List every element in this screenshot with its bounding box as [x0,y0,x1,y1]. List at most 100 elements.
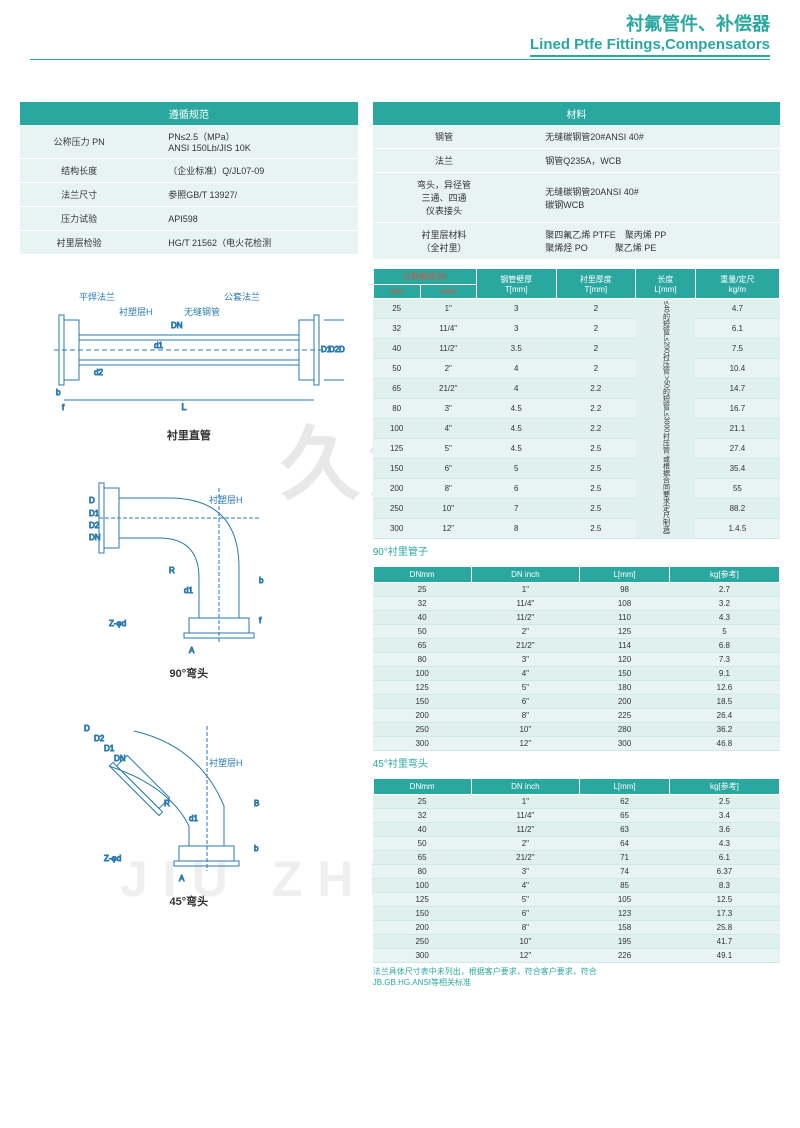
t3-cell: 200 [373,921,471,935]
mat-val: 无缝碳钢管20ANSI 40#碳钢WCB [515,173,780,223]
t1-cell: 10.4 [695,359,779,379]
svg-text:D: D [89,496,95,505]
t3-cell: 65 [580,809,670,823]
t1-cell: 8 [476,519,556,539]
t2-cell: 65 [373,639,471,653]
t3-cell: 300 [373,949,471,963]
t1-cell: 88.2 [695,499,779,519]
t3-cell: 123 [580,907,670,921]
t1-sh: mm [373,285,420,299]
t1-cell: 25 [373,299,420,319]
t1-cell: 2.5 [556,439,636,459]
t2-cell: 6.8 [669,639,779,653]
svg-text:d1: d1 [189,814,198,823]
t3-cell: 62 [580,795,670,809]
t2-cell: 125 [373,681,471,695]
t1-length-note: ≤40的短管L≤200衬压管:>50的短管L≤3000衬压管:或根据合同要求定尺… [636,299,696,539]
svg-text:d2: d2 [94,368,103,377]
t3-cell: 5" [471,893,580,907]
t3-cell: 4.3 [669,837,779,851]
t3-cell: 65 [373,851,471,865]
svg-text:D1: D1 [104,744,115,753]
spec-key: 结构长度 [20,159,138,183]
t3-cell: 8" [471,921,580,935]
diagram-straight-pipe: L D D2 D1 d1 d2 DN b f 平焊法兰 衬塑层H 公套法兰 无缝… [20,270,358,443]
t3-cell: 3.6 [669,823,779,837]
t3-cell: 40 [373,823,471,837]
diagram3-caption: 45°弯头 [20,893,358,909]
diagram1-caption: 衬里直管 [20,427,358,443]
t1-cell: 2.2 [556,399,636,419]
spec-val: API598 [138,207,358,231]
t3-cell: 17.3 [669,907,779,921]
t1-h: 长度L[mm] [636,269,696,299]
t1-cell: 3 [476,319,556,339]
t3-cell: 49.1 [669,949,779,963]
t3-cell: 25 [373,795,471,809]
t1-cell: 1" [420,299,476,319]
svg-text:B: B [254,799,259,808]
spec-val: HG/T 21562（电火花检测 [138,231,358,255]
svg-text:衬塑层H: 衬塑层H [209,494,243,505]
t1-h: 衬里厚度T[mm] [556,269,636,299]
t2-cell: 150 [580,667,670,681]
svg-text:DN: DN [171,321,183,330]
t1-cell: 4.5 [476,439,556,459]
t1-cell: 1.4.5 [695,519,779,539]
t3-cell: 63 [580,823,670,837]
t3-h: DNmm [373,779,471,795]
elbow90-svg: D D1 D2 DN R d1 b f Z-φd A 衬塑层H [59,458,319,658]
t3-h: kg[参考] [669,779,779,795]
t2-cell: 18.5 [669,695,779,709]
t1-cell: 11/2" [420,339,476,359]
t2-h: kg[参考] [669,567,779,583]
t3-cell: 100 [373,879,471,893]
footnote: 法兰具体尺寸表中未列出，根据客户要求，符合客户要求，符合JB.GB.HG.ANS… [373,967,780,988]
t2-cell: 98 [580,583,670,597]
t2-cell: 110 [580,611,670,625]
t2-cell: 150 [373,695,471,709]
t1-cell: 2.5 [556,499,636,519]
spec-val: PN≤2.5（MPa）ANSI 150Lb/JIS 10K [138,125,358,159]
t1-cell: 3.5 [476,339,556,359]
t2-cell: 180 [580,681,670,695]
main-content: 遵循规范 公称压力 PNPN≤2.5（MPa）ANSI 150Lb/JIS 10… [0,62,800,998]
t2-h: DN inch [471,567,580,583]
t2-cell: 40 [373,611,471,625]
t2-cell: 21/2" [471,639,580,653]
t3-cell: 74 [580,865,670,879]
svg-text:DN: DN [114,754,126,763]
t3-cell: 226 [580,949,670,963]
t1-cell: 5" [420,439,476,459]
svg-text:D: D [84,724,90,733]
t1-cell: 32 [373,319,420,339]
t3-cell: 125 [373,893,471,907]
diagram2-caption: 90°弯头 [20,665,358,681]
t1-cell: 5 [476,459,556,479]
svg-text:f: f [259,616,262,625]
diagram-90-elbow: D D1 D2 DN R d1 b f Z-φd A 衬塑层H 90°弯头 [20,458,358,681]
t1-cell: 2 [556,359,636,379]
t1-cell: 12" [420,519,476,539]
t3-h: L[mm] [580,779,670,795]
svg-text:f: f [62,403,65,412]
svg-text:d1: d1 [184,586,193,595]
t2-cell: 225 [580,709,670,723]
t1-cell: 6.1 [695,319,779,339]
t2-cell: 5" [471,681,580,695]
t3-cell: 6.37 [669,865,779,879]
t2-cell: 25 [373,583,471,597]
t3-cell: 11/2" [471,823,580,837]
t1-cell: 40 [373,339,420,359]
t3-cell: 250 [373,935,471,949]
t3-cell: 150 [373,907,471,921]
mat-key: 衬里层材料（全衬里） [373,223,516,260]
t2-cell: 36.2 [669,723,779,737]
t3-cell: 32 [373,809,471,823]
page-header: 衬氟管件、补偿器 Lined Ptfe Fittings,Compensator… [0,0,800,62]
straight-pipe-svg: L D D2 D1 d1 d2 DN b f 平焊法兰 衬塑层H 公套法兰 无缝… [24,270,354,420]
svg-text:衬塑层H: 衬塑层H [209,757,243,768]
t3-cell: 158 [580,921,670,935]
t1-cell: 55 [695,479,779,499]
t1-cell: 2 [556,339,636,359]
